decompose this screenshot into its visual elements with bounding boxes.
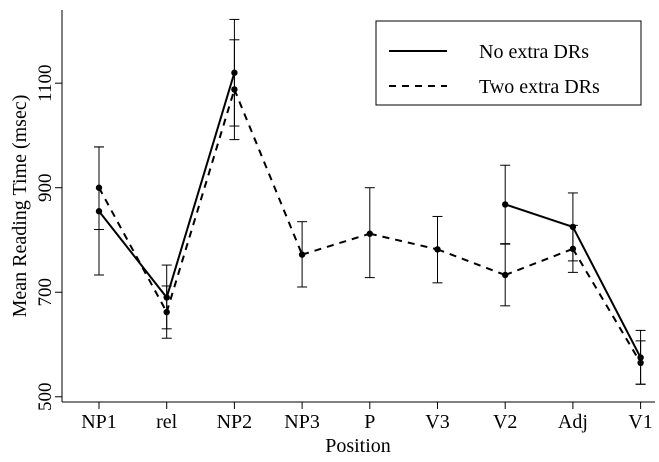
x-tick-label: Adj — [558, 411, 588, 433]
data-point — [569, 245, 577, 253]
series-line-segment — [572, 248, 642, 364]
x-tick-label: V1 — [628, 411, 652, 433]
x-tick-label: NP3 — [284, 411, 320, 433]
x-tick-label: NP2 — [217, 411, 253, 433]
series-line-segment — [165, 89, 236, 313]
data-point — [366, 230, 373, 237]
x-axis-title: Position — [325, 435, 391, 457]
legend-label-no-extra: No extra DRs — [479, 41, 589, 63]
series-line-segment — [301, 232, 371, 256]
legend-label-two-extra: Two extra DRs — [479, 76, 600, 98]
data-point — [163, 308, 170, 316]
series-two-extra-drs — [94, 39, 646, 385]
data-point — [434, 246, 441, 253]
y-tick-label: 500 — [35, 383, 56, 412]
data-point — [95, 184, 103, 191]
data-point — [298, 251, 306, 258]
series-line-segment — [165, 72, 236, 298]
x-ticks: NP1 rel NP2 NP3 P V3 V2 Adj V1 — [81, 402, 653, 433]
data-point — [231, 86, 238, 93]
series-layer — [94, 18, 646, 385]
y-axis-title: Mean Reading Time (msec) — [9, 95, 31, 318]
y-tick-label: 700 — [35, 278, 56, 307]
series-line-segment — [572, 226, 642, 359]
series-line-segment — [233, 89, 304, 255]
legend-box — [375, 20, 642, 106]
y-tick-label: 900 — [35, 173, 56, 202]
x-tick-label: P — [364, 411, 375, 433]
legend: No extra DRs Two extra DRs — [375, 20, 642, 106]
series-line-segment — [98, 187, 168, 313]
data-point — [637, 359, 644, 366]
data-point — [502, 201, 509, 208]
data-point — [502, 271, 509, 279]
x-tick-label: V2 — [493, 411, 517, 433]
series-line-segment — [504, 203, 574, 228]
plot-frame — [61, 10, 655, 403]
y-ticks: 500 700 900 1100 — [35, 65, 62, 411]
x-tick-label: V3 — [425, 411, 449, 433]
series-line-segment — [98, 210, 168, 299]
y-tick-label: 1100 — [35, 65, 56, 102]
series-line-segment — [437, 248, 506, 276]
series-line-segment — [369, 232, 438, 251]
series-line-segment — [504, 247, 574, 276]
x-tick-label: NP1 — [81, 411, 117, 433]
x-tick-label: rel — [156, 411, 178, 433]
